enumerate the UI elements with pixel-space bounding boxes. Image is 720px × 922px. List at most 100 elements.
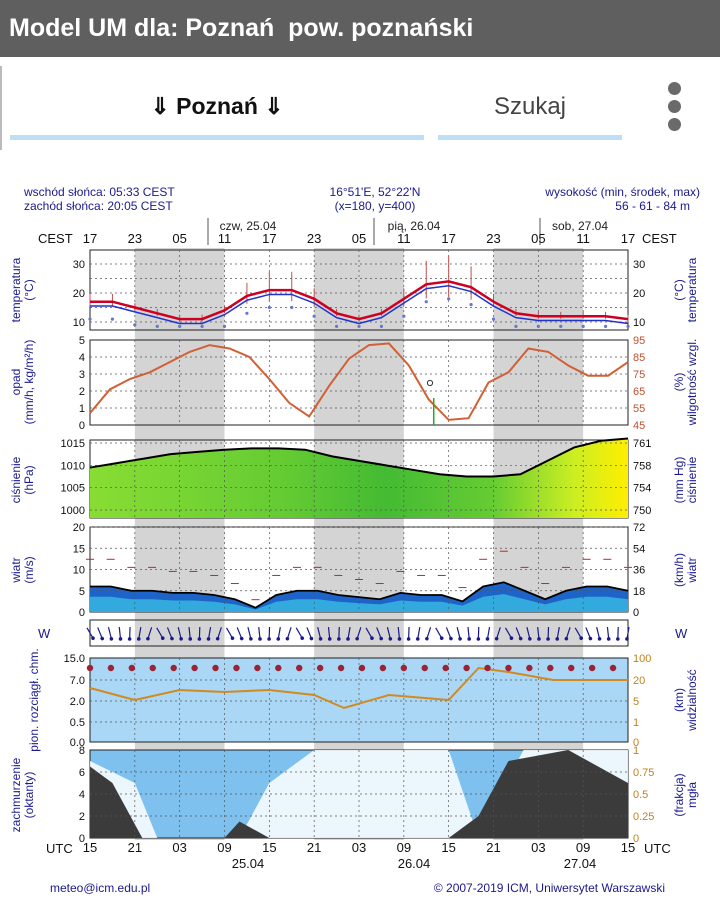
cloud-base-dot xyxy=(526,664,533,672)
fog-tick: 0 xyxy=(633,833,639,845)
cloud-base-dot xyxy=(568,664,575,672)
wind-arrow-shaft xyxy=(417,626,421,640)
search-button[interactable]: Szukaj xyxy=(438,80,622,140)
wind-tick: 0 xyxy=(79,607,85,619)
wind-arrow-head xyxy=(300,636,305,640)
wind-arrow-head xyxy=(546,637,550,641)
wind-arrow-shaft xyxy=(166,627,173,639)
pressure-label-right: ciśnienie xyxy=(685,456,699,503)
day-label-1: czw, 25.04 xyxy=(220,219,277,233)
wind-arrow-head xyxy=(588,636,593,641)
wind-arrow-head xyxy=(327,637,332,641)
cest-tick: 23 xyxy=(486,231,500,246)
cloud-panel: 8 6 4 2 0 1 0.75 0.5 0.25 0 xyxy=(79,745,655,845)
wind-arrow xyxy=(215,627,222,641)
wind-arrow-head xyxy=(285,636,290,641)
pressure-tick: 1005 xyxy=(61,483,85,495)
wind-arrow-shaft xyxy=(537,626,540,640)
footer-copyright: © 2007-2019 ICM, Uniwersytet Warszawski xyxy=(434,881,665,895)
wind-arrow-shaft xyxy=(426,627,432,639)
elevation-label: wysokość (min, środek, max) xyxy=(544,185,700,199)
date-label-3: 27.04 xyxy=(564,856,597,871)
wind-arrow xyxy=(166,627,174,641)
cest-tick-labels: 17 23 05 11 17 23 05 11 17 23 05 11 17 xyxy=(83,231,635,246)
wind-arrow-head xyxy=(127,637,132,641)
wind-arrow-shaft xyxy=(565,627,571,639)
cloud-base-dot xyxy=(296,664,303,672)
wind-direction-panel xyxy=(86,619,630,647)
cest-tick: 05 xyxy=(352,231,366,246)
app-title-bar: Model UM dla: Poznań pow. poznański xyxy=(0,0,720,57)
wind-arrow-shaft xyxy=(526,627,531,639)
utc-tick: 15 xyxy=(262,840,276,855)
wind-arrow xyxy=(97,627,105,641)
temp-tick-left: 10 xyxy=(73,317,85,329)
vis-tick: 15.0 xyxy=(64,653,85,665)
wind-arrow xyxy=(476,626,481,641)
precip-panel: 5 4 3 2 1 0 95 85 75 65 55 45 xyxy=(79,335,645,432)
wind-arrow xyxy=(515,627,523,641)
wind-arrow-head xyxy=(476,637,481,641)
wind-arrow xyxy=(606,626,611,641)
wind-arrow xyxy=(86,627,95,640)
wind-arrow xyxy=(425,627,432,641)
wind-arrow xyxy=(188,626,193,641)
wind-arrow xyxy=(406,626,411,641)
left-edge-divider xyxy=(0,66,2,150)
dewpoint-dot xyxy=(290,305,294,310)
search-underline xyxy=(438,135,622,140)
location-selector-button[interactable]: ⇓ Poznań ⇓ xyxy=(10,80,424,140)
temp-label-left: (°C) xyxy=(22,279,36,300)
wind-label-right: wiatr xyxy=(685,557,699,583)
wind-arrow xyxy=(537,626,541,641)
wind-arrow-head xyxy=(146,636,150,641)
wind-arrow-head xyxy=(379,636,383,641)
cloud-tick: 0 xyxy=(79,833,85,845)
humidity-tick: 95 xyxy=(633,335,645,347)
cloud-base-dot xyxy=(505,664,512,672)
wind-arrow-head xyxy=(109,637,114,641)
visibility-line xyxy=(89,666,628,710)
footer-email[interactable]: meteo@icm.edu.pl xyxy=(50,881,150,895)
temp-label-right: temperatura xyxy=(685,257,699,322)
wind-arrow xyxy=(337,626,341,641)
dewpoint-dot xyxy=(178,324,182,328)
wind-arrow-head xyxy=(188,637,193,641)
wind-arrow-shaft xyxy=(156,627,164,639)
cloud-base-dot xyxy=(107,664,115,672)
dewpoint-dot xyxy=(379,324,384,328)
wind-arrow xyxy=(276,626,281,641)
dewpoint-dot xyxy=(245,311,249,315)
precip-tick: 1 xyxy=(79,403,85,415)
winddir-label-right: W xyxy=(675,626,688,641)
wind-arrow-shaft xyxy=(306,627,312,639)
more-options-icon[interactable] xyxy=(660,82,688,140)
wind-arrow-shaft xyxy=(107,627,112,639)
wind-label-left: wiatr xyxy=(9,557,23,583)
wind-arrow-shaft xyxy=(277,626,281,640)
wind-arrow-shaft xyxy=(118,626,122,640)
visibility-label-right: widzialność xyxy=(685,669,699,731)
vis-tick-km: 1 xyxy=(633,717,639,729)
wind-arrow-shaft xyxy=(356,627,362,639)
temp-label-left: temperatura xyxy=(9,257,23,322)
wind-arrow-head xyxy=(355,636,359,641)
vis-tick-km: 0 xyxy=(633,737,639,749)
wind-tick-kmh: 18 xyxy=(633,586,645,598)
wind-arrow xyxy=(485,626,491,641)
pressure-panel: 1015 1010 1005 1000 761 758 754 750 xyxy=(61,437,651,519)
cloud-label-left: zachmurzenie xyxy=(9,757,23,832)
dewpoint-dot xyxy=(334,324,339,328)
wind-arrow-head xyxy=(258,637,262,641)
dewpoint-dot xyxy=(514,324,518,328)
wind-arrow-head xyxy=(239,636,244,641)
wind-arrow-head xyxy=(249,637,253,641)
wind-arrow xyxy=(118,626,123,641)
wind-arrow-shaft xyxy=(456,627,461,639)
wind-arrow-head xyxy=(91,636,95,640)
dewpoint-dot xyxy=(88,317,92,321)
wind-arrow-shaft xyxy=(247,627,252,639)
cloud-base-dot xyxy=(547,664,554,672)
wind-arrow xyxy=(526,627,532,641)
wind-tick: 15 xyxy=(73,543,85,555)
